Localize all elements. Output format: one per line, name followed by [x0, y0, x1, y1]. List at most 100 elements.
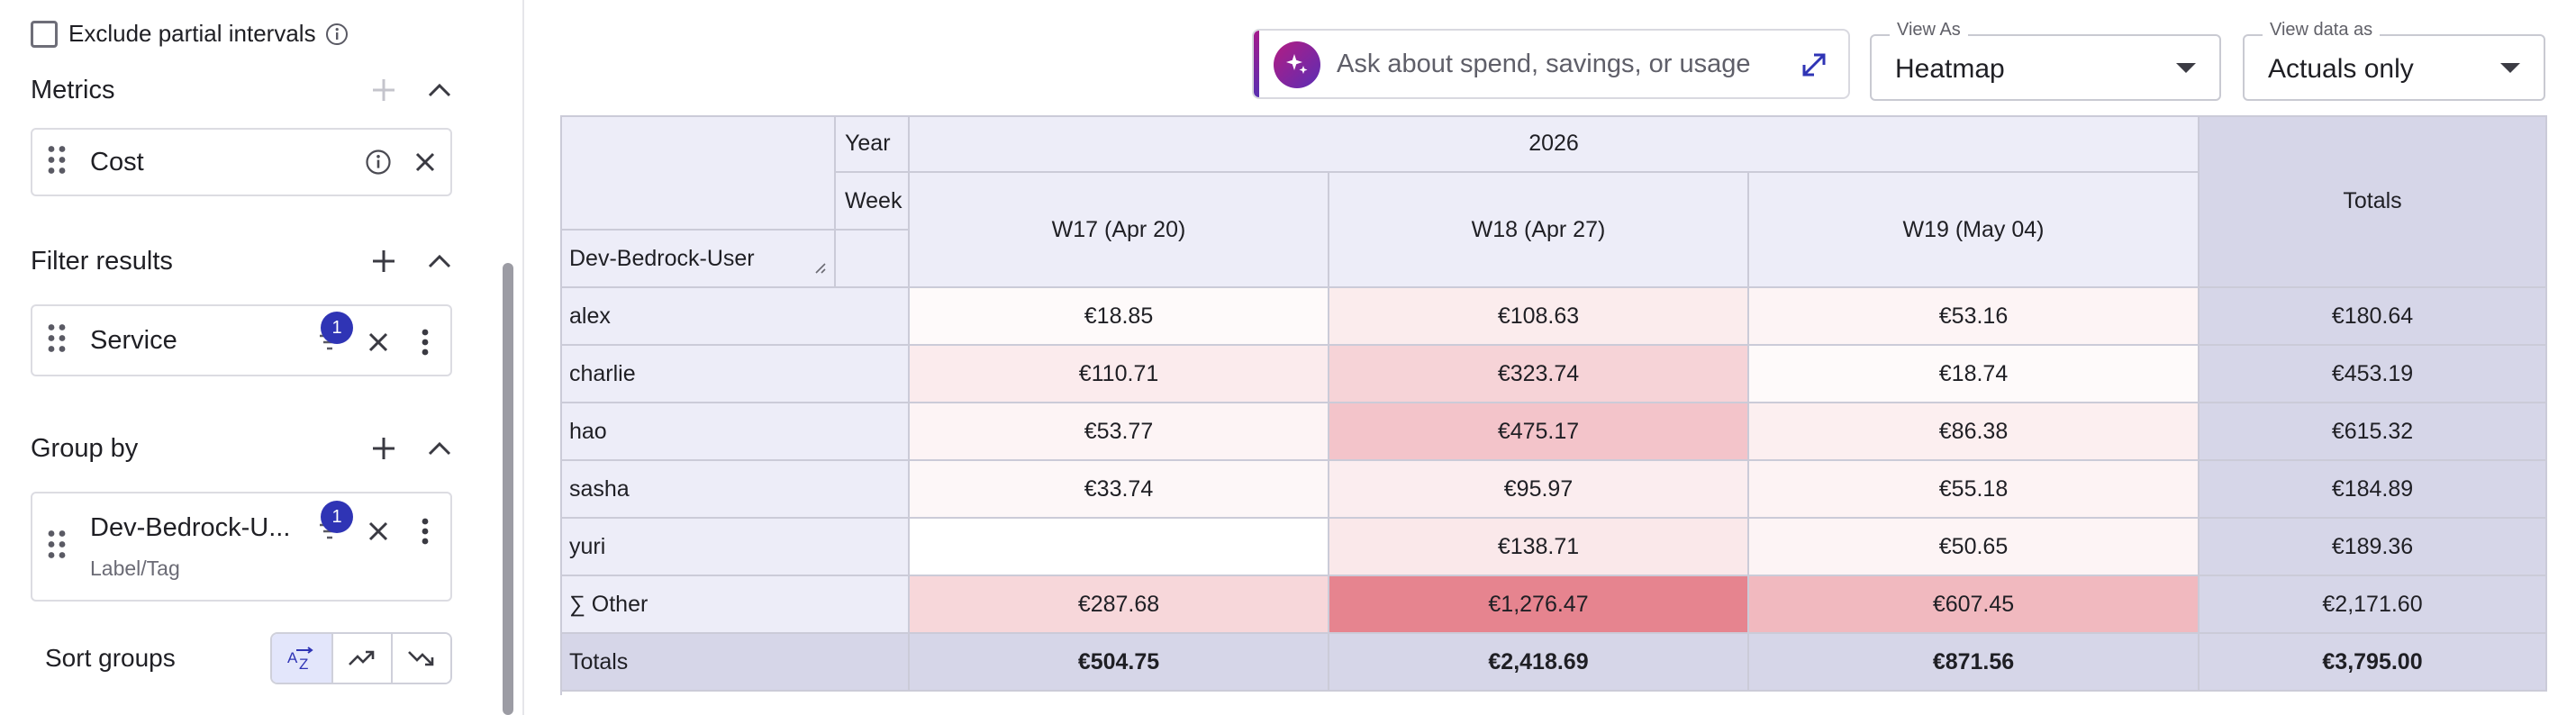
row-total-cell: €184.89 [2200, 461, 2547, 519]
remove-metric-close-icon[interactable] [411, 148, 440, 176]
row-label-cell[interactable]: yuri [560, 519, 910, 576]
ask-ai-input[interactable]: Ask about spend, savings, or usage [1252, 29, 1850, 99]
group-header-cell[interactable]: Dev-Bedrock-User [560, 231, 836, 288]
totals-header-cell: Totals [2200, 115, 2547, 288]
add-filter-plus-icon[interactable] [369, 247, 398, 276]
group-filter-lines-icon[interactable]: 1 [313, 501, 353, 548]
group-by-card[interactable]: Dev-Bedrock-U... Label/Tag 1 [31, 492, 452, 602]
resize-handle-icon[interactable] [812, 255, 827, 281]
group-filter-count-badge: 1 [321, 501, 353, 533]
filter-lines-icon[interactable]: 1 [313, 312, 353, 358]
ask-accent-bar [1254, 31, 1259, 97]
group-by-header: Group by [31, 430, 454, 466]
week-header-cell[interactable]: W18 (Apr 27) [1329, 173, 1749, 288]
group-more-vert-icon[interactable] [411, 517, 440, 546]
add-metric-plus-icon[interactable] [369, 76, 398, 104]
heatmap-cell[interactable]: €86.38 [1749, 403, 2200, 461]
view-as-select[interactable]: View As Heatmap [1870, 20, 2221, 101]
svg-text:A: A [287, 649, 298, 666]
collapse-filter-chevron-up-icon[interactable] [425, 247, 454, 276]
heatmap-cell[interactable]: €287.68 [910, 576, 1329, 634]
heatmap-cell[interactable]: €138.71 [1329, 519, 1749, 576]
column-total-cell: €504.75 [910, 634, 1329, 692]
row-label-cell[interactable]: hao [560, 403, 910, 461]
year-label-cell: Year [836, 115, 910, 173]
heatmap-cell[interactable]: €50.65 [1749, 519, 2200, 576]
row-label-cell[interactable]: sasha [560, 461, 910, 519]
group-by-title: Group by [31, 433, 139, 463]
metric-card-cost[interactable]: Cost [31, 128, 452, 196]
expand-icon[interactable] [1800, 50, 1828, 84]
collapse-group-chevron-up-icon[interactable] [425, 434, 454, 463]
corner-cell [560, 115, 836, 231]
heatmap-cell[interactable]: €53.77 [910, 403, 1329, 461]
metric-card-label: Cost [90, 148, 144, 176]
exclude-partial-label: Exclude partial intervals [68, 20, 316, 47]
chevron-down-icon [2500, 63, 2520, 73]
metrics-title: Metrics [31, 75, 115, 104]
heatmap-cell[interactable]: €53.16 [1749, 288, 2200, 346]
heatmap-cell[interactable]: €18.85 [910, 288, 1329, 346]
heatmap-cell[interactable] [910, 519, 1329, 576]
sort-trending-up-button[interactable] [331, 634, 391, 683]
row-label-cell[interactable]: alex [560, 288, 910, 346]
week-header-cell[interactable]: W17 (Apr 20) [910, 173, 1329, 288]
row-label-cell[interactable]: charlie [560, 346, 910, 403]
heatmap-cell[interactable]: €475.17 [1329, 403, 1749, 461]
view-data-as-select[interactable]: View data as Actuals only [2243, 20, 2545, 101]
heatmap-cell[interactable]: €95.97 [1329, 461, 1749, 519]
remove-group-close-icon[interactable] [364, 517, 393, 546]
group-header-label: Dev-Bedrock-User [569, 245, 755, 271]
remove-filter-close-icon[interactable] [364, 328, 393, 357]
row-label-cell[interactable]: ∑ Other [560, 576, 910, 634]
heatmap-cell[interactable]: €1,276.47 [1329, 576, 1749, 634]
filter-title: Filter results [31, 246, 173, 276]
heatmap-cell[interactable]: €18.74 [1749, 346, 2200, 403]
metric-info-icon[interactable] [364, 148, 393, 176]
heatmap-table: Year Week Dev-Bedrock-User 2026 W17 (Apr… [560, 115, 2547, 693]
metrics-header: Metrics [31, 72, 454, 108]
view-as-value: Heatmap [1895, 54, 2005, 84]
exclude-partial-checkbox[interactable] [31, 20, 58, 48]
svg-text:Z: Z [299, 656, 308, 672]
heatmap-cell[interactable]: €110.71 [910, 346, 1329, 403]
scrollbar-thumb[interactable] [503, 263, 513, 715]
heatmap-cell[interactable]: €33.74 [910, 461, 1329, 519]
row-total-cell: €180.64 [2200, 288, 2547, 346]
filter-card-service[interactable]: Service 1 [31, 304, 452, 376]
week-header-cell[interactable]: W19 (May 04) [1749, 173, 2200, 288]
row-total-cell: €615.32 [2200, 403, 2547, 461]
drag-handle-icon[interactable] [47, 145, 67, 180]
row-total-cell: €453.19 [2200, 346, 2547, 403]
view-as-legend: View As [1890, 20, 1968, 41]
sort-trending-down-button[interactable] [391, 634, 450, 683]
drag-handle-icon[interactable] [47, 323, 67, 358]
heatmap-cell[interactable]: €323.74 [1329, 346, 1749, 403]
heatmap-cell[interactable]: €607.45 [1749, 576, 2200, 634]
add-group-plus-icon[interactable] [369, 434, 398, 463]
heatmap-cell[interactable]: €55.18 [1749, 461, 2200, 519]
row-total-cell: €2,171.60 [2200, 576, 2547, 634]
sort-groups-label: Sort groups [45, 644, 176, 672]
heatmap-cell[interactable]: €108.63 [1329, 288, 1749, 346]
exclude-partial-row[interactable]: Exclude partial intervals [31, 20, 349, 48]
info-icon[interactable] [325, 23, 349, 46]
year-header-cell: 2026 [910, 115, 2200, 173]
group-by-card-sublabel: Label/Tag [90, 557, 180, 580]
drag-handle-icon[interactable] [47, 529, 67, 565]
filter-header: Filter results [31, 243, 454, 279]
chevron-down-icon [2176, 63, 2196, 73]
left-panel-scrollbar[interactable] [501, 263, 515, 715]
collapse-metrics-chevron-up-icon[interactable] [425, 76, 454, 104]
view-data-as-legend: View data as [2263, 20, 2381, 41]
group-by-card-label: Dev-Bedrock-U... [90, 513, 291, 542]
ask-placeholder: Ask about spend, savings, or usage [1337, 49, 1751, 78]
totals-row-label: Totals [560, 634, 910, 692]
grand-total-cell: €3,795.00 [2200, 634, 2547, 692]
sparkle-icon [1274, 41, 1320, 88]
filter-more-vert-icon[interactable] [411, 328, 440, 357]
header-spacer-cell [836, 231, 910, 288]
